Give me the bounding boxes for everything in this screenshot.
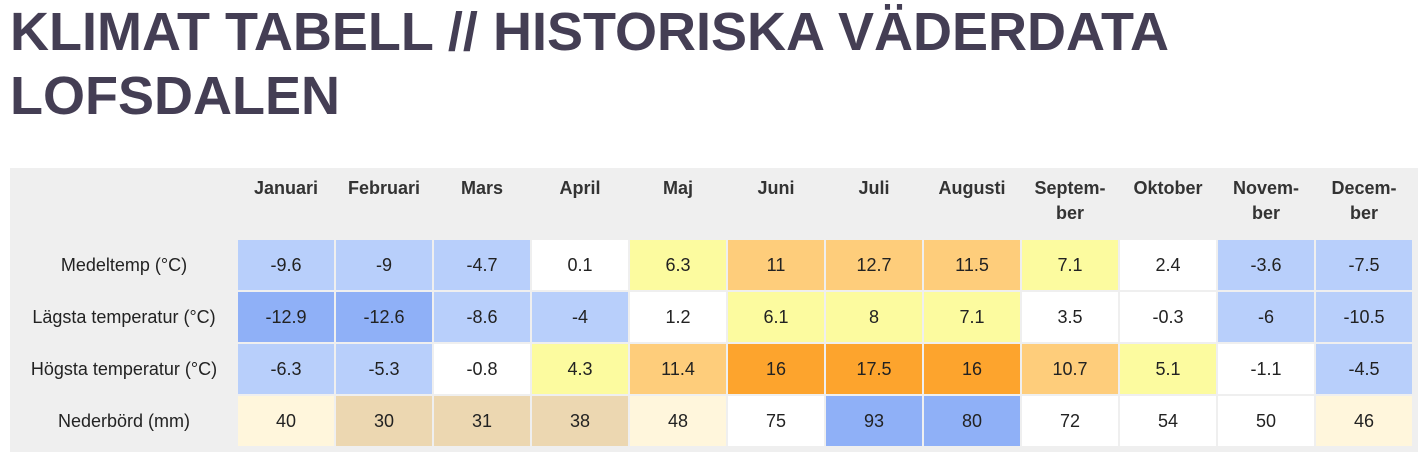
month-header: April [559,178,601,198]
value-cell: 50 [1218,396,1314,446]
value-cell: 16 [728,344,824,394]
value-cell: 0.1 [532,240,628,290]
value-cell: 40 [238,396,334,446]
table-row: Lägsta temperatur (°C) -12.9 -12.6 -8.6 -4 1.… [12,292,1412,342]
month-header: Mars [460,178,504,198]
value-cell: -5.3 [336,344,432,394]
value-cell: 72 [1022,396,1118,446]
value-cell: -4 [532,292,628,342]
row-label: Högsta temperatur (°C) [30,358,218,379]
value-cell: -4.5 [1316,344,1412,394]
value-cell: -6.3 [238,344,334,394]
month-header: Augusti [938,178,1006,198]
value-cell: -0.3 [1120,292,1216,342]
value-cell: 11.4 [630,344,726,394]
value-cell: 2.4 [1120,240,1216,290]
month-header: Februari [347,178,421,198]
value-cell: 11 [728,240,824,290]
value-cell: 17.5 [826,344,922,394]
table-row: Medeltemp (°C) -9.6 -9 -4.7 0.1 6.3 11 12.7 11.5… [12,240,1412,290]
value-cell: 38 [532,396,628,446]
value-cell: 10.7 [1022,344,1118,394]
value-cell: -10.5 [1316,292,1412,342]
value-cell: 7.1 [1022,240,1118,290]
value-cell: 11.5 [924,240,1020,290]
month-header: Juni [757,178,795,198]
value-cell: -0.8 [434,344,530,394]
header-corner [12,170,236,238]
value-cell: 54 [1120,396,1216,446]
table-row: Nederbörd (mm) 40 30 31 38 48 75 93 80 72 54 50 46 [12,396,1412,446]
row-label: Lägsta temperatur (°C) [32,306,216,327]
value-cell: -3.6 [1218,240,1314,290]
value-cell: -8.6 [434,292,530,342]
value-cell: 8 [826,292,922,342]
value-cell: 46 [1316,396,1412,446]
row-label: Nederbörd (mm) [57,410,191,431]
value-cell: 16 [924,344,1020,394]
value-cell: 6.3 [630,240,726,290]
value-cell: 75 [728,396,824,446]
month-header: Decem-ber [1331,178,1397,223]
value-cell: 4.3 [532,344,628,394]
value-cell: -12.6 [336,292,432,342]
value-cell: -9.6 [238,240,334,290]
value-cell: 1.2 [630,292,726,342]
table-header-row: Januari Februari Mars April Maj Juni Juli Augus… [12,170,1412,238]
value-cell: -7.5 [1316,240,1412,290]
climate-table-container: Januari Februari Mars April Maj Juni Juli Augus… [10,168,1418,452]
value-cell: -1.1 [1218,344,1314,394]
month-header: Juli [858,178,890,198]
value-cell: 48 [630,396,726,446]
month-header: Oktober [1133,178,1203,198]
value-cell: 12.7 [826,240,922,290]
value-cell: -12.9 [238,292,334,342]
page-title: KLIMAT TABELL // HISTORISKA VÄDERDATA LO… [10,0,1410,128]
value-cell: 7.1 [924,292,1020,342]
value-cell: -9 [336,240,432,290]
page-title-line2: LOFSDALEN [10,66,340,126]
row-label: Medeltemp (°C) [60,254,188,275]
value-cell: 80 [924,396,1020,446]
value-cell: 31 [434,396,530,446]
month-header: Januari [253,178,319,198]
month-header: Maj [662,178,693,198]
month-header: Novem-ber [1232,178,1299,223]
value-cell: -4.7 [434,240,530,290]
table-row: Högsta temperatur (°C) -6.3 -5.3 -0.8 4.3 11.… [12,344,1412,394]
value-cell: 5.1 [1120,344,1216,394]
value-cell: 3.5 [1022,292,1118,342]
month-header: Septem-ber [1034,178,1106,223]
climate-table: Januari Februari Mars April Maj Juni Juli Augus… [10,168,1414,448]
value-cell: 6.1 [728,292,824,342]
page-title-line1: KLIMAT TABELL // HISTORISKA VÄDERDATA [10,2,1169,62]
value-cell: 30 [336,396,432,446]
value-cell: -6 [1218,292,1314,342]
value-cell: 93 [826,396,922,446]
